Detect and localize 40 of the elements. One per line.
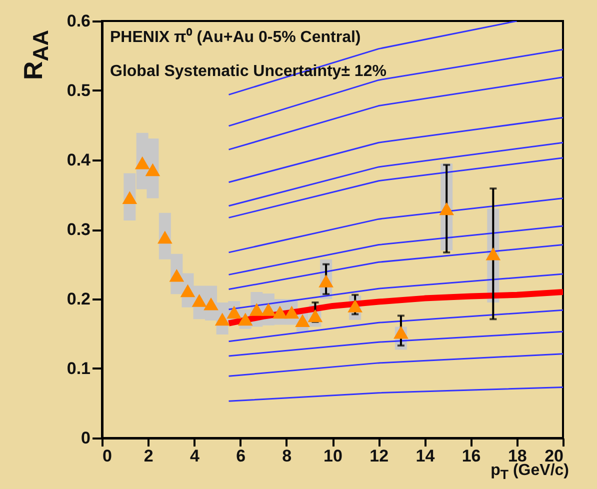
x-tick-label: 8 <box>282 446 292 466</box>
point <box>180 284 196 298</box>
point <box>394 326 408 339</box>
point <box>204 297 218 310</box>
x-tick-label: 16 <box>462 446 481 466</box>
point <box>486 247 501 260</box>
point <box>439 202 454 216</box>
point <box>284 306 300 319</box>
x-tick-label: 4 <box>190 446 200 466</box>
annotation: PHENIX π⁰ (Au+Au 0-5% Central) <box>110 28 361 46</box>
point <box>238 312 253 326</box>
point <box>214 312 230 326</box>
point <box>122 191 138 204</box>
x-tick-label: 2 <box>144 446 154 466</box>
point <box>348 300 363 312</box>
y-tick-label: 0.1 <box>66 359 90 378</box>
point <box>272 306 288 319</box>
point <box>249 303 264 316</box>
point <box>295 314 310 327</box>
x-tick-label: 10 <box>324 446 342 466</box>
point <box>145 163 160 176</box>
y-tick-label: 0.4 <box>66 150 92 170</box>
y-tick-label: 0.5 <box>66 81 90 100</box>
point <box>318 274 334 288</box>
y-tick-label: 0.3 <box>66 220 90 239</box>
point <box>169 268 184 282</box>
point <box>308 309 323 322</box>
x-tick-label: 14 <box>416 446 436 466</box>
y-tick-label: 0.2 <box>66 290 90 308</box>
x-tick-label: 6 <box>236 446 246 466</box>
point <box>134 156 150 170</box>
y-tick-label: 0.6 <box>66 12 90 30</box>
x-axis-title: p$_{T}$ (GeV/c) <box>490 462 569 482</box>
y-tick-label: 0 <box>81 428 90 448</box>
x-tick-label: 0 <box>102 446 112 466</box>
point <box>192 294 207 307</box>
point <box>261 303 276 316</box>
x-tick-label: 12 <box>370 446 389 466</box>
point <box>158 230 172 244</box>
point <box>226 306 242 319</box>
